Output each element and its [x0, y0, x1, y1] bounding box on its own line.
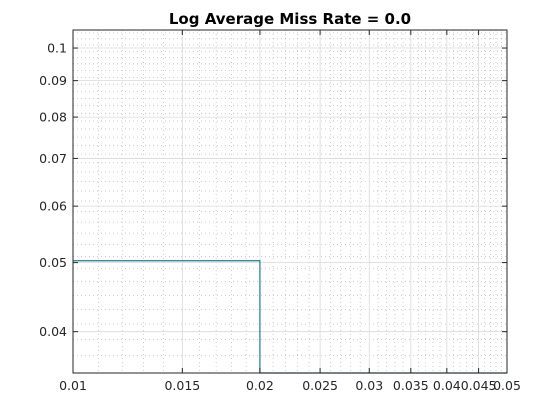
y-tick-label: 0.09	[39, 73, 67, 88]
x-tick-label: 0.025	[302, 378, 338, 393]
series-layer	[73, 260, 507, 374]
grid	[72, 30, 508, 374]
y-tick-label: 0.08	[39, 110, 67, 125]
y-tick-label: 0.07	[39, 151, 67, 166]
y-tick-label: 0.05	[39, 255, 67, 270]
x-tick-label: 0.02	[246, 378, 274, 393]
x-tick-label: 0.01	[59, 378, 87, 393]
x-tick-label: 0.015	[164, 378, 200, 393]
x-tick-label: 0.05	[493, 378, 521, 393]
chart-title: Log Average Miss Rate = 0.0	[169, 10, 411, 28]
x-tick-label: 0.045	[461, 378, 497, 393]
y-tick-label: 0.04	[39, 324, 67, 339]
y-tick-label: 0.1	[47, 41, 67, 56]
y-axis: 0.04 0.05 0.06 0.07 0.08 0.09 0.1	[39, 41, 507, 339]
x-tick-label: 0.03	[355, 378, 383, 393]
series-line	[73, 260, 507, 374]
x-tick-label: 0.04	[433, 378, 461, 393]
x-tick-label: 0.035	[393, 378, 429, 393]
plot-frame	[72, 29, 508, 374]
y-tick-label: 0.06	[39, 199, 67, 214]
